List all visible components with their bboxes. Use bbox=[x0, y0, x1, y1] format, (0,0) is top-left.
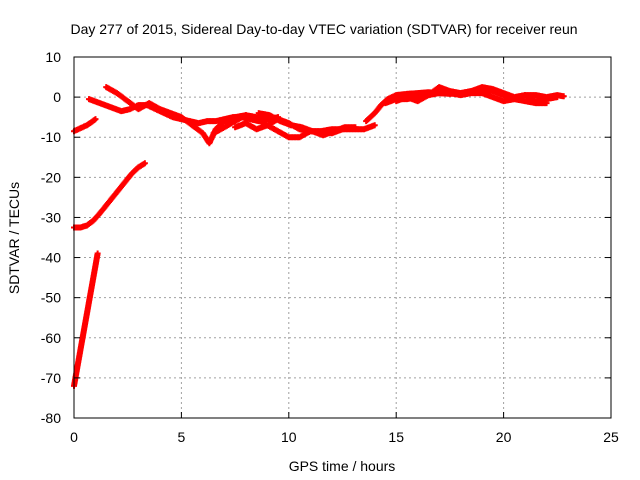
y-tick-label: -50 bbox=[41, 290, 61, 306]
y-tick-label: -70 bbox=[41, 370, 61, 386]
y-tick-label: -80 bbox=[41, 410, 61, 426]
series-arc bbox=[71, 116, 99, 135]
data-point-marker bbox=[371, 122, 378, 129]
data-point-marker bbox=[554, 94, 561, 101]
x-tick-label: 10 bbox=[281, 429, 297, 445]
grid bbox=[74, 57, 611, 418]
y-tick-label: -30 bbox=[41, 209, 61, 225]
x-tick-label: 20 bbox=[496, 429, 512, 445]
data-point-marker bbox=[141, 160, 148, 167]
data-point-marker bbox=[92, 116, 99, 123]
series-arc bbox=[103, 84, 282, 147]
series-arc bbox=[71, 160, 148, 231]
y-tick-label: -10 bbox=[41, 129, 61, 145]
y-tick-label: 10 bbox=[45, 49, 61, 65]
y-tick-label: 0 bbox=[53, 89, 61, 105]
y-axis-label: SDTVAR / TECUs bbox=[6, 182, 22, 294]
series-arc bbox=[71, 250, 101, 389]
chart-title: Day 277 of 2015, Sidereal Day-to-day VTE… bbox=[70, 21, 577, 37]
x-tick-label: 15 bbox=[388, 429, 404, 445]
x-tick-label: 25 bbox=[603, 429, 619, 445]
data-point-marker bbox=[352, 124, 359, 131]
x-tick-label: 5 bbox=[178, 429, 186, 445]
data-series bbox=[71, 84, 567, 389]
series-arc bbox=[255, 110, 359, 139]
y-tick-label: -40 bbox=[41, 250, 61, 266]
data-point-marker bbox=[560, 93, 567, 100]
data-point-marker bbox=[94, 250, 101, 257]
plot-frame bbox=[73, 56, 612, 419]
series-arc bbox=[393, 90, 561, 105]
y-tick-label: -20 bbox=[41, 169, 61, 185]
axis-ticks: 0 5 10 15 20 25 10 0 -10 -20 -30 -40 -50 -60 -70 -80 bbox=[41, 49, 619, 445]
x-axis-label: GPS time / hours bbox=[289, 458, 396, 474]
x-tick-label: 0 bbox=[70, 429, 78, 445]
y-tick-label: -60 bbox=[41, 330, 61, 346]
